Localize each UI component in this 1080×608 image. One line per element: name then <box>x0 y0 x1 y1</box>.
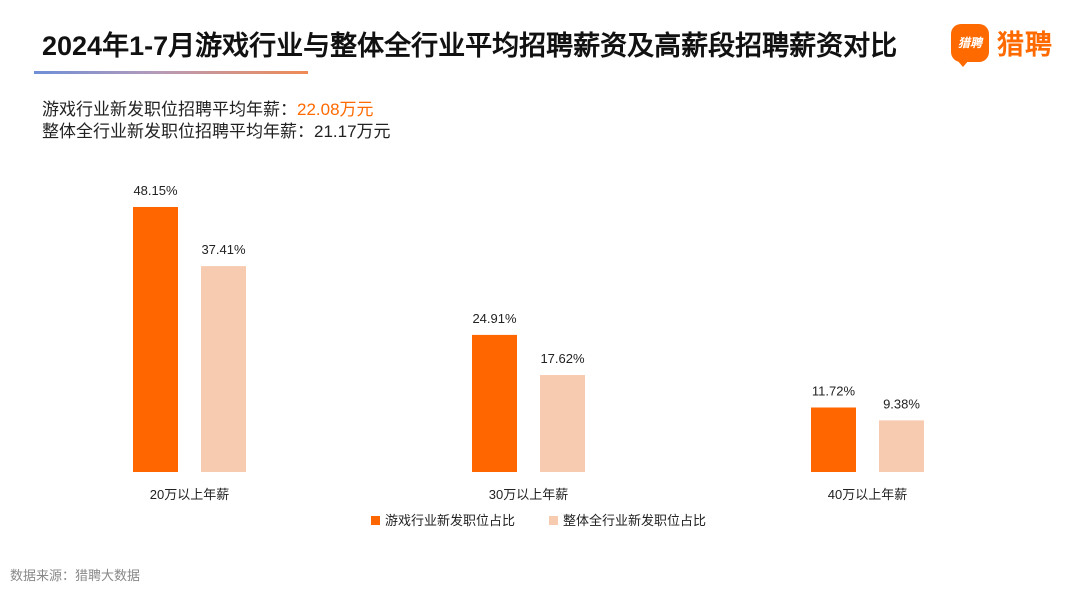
x-tick-label-2: 40万以上年薪 <box>828 487 907 502</box>
bar-s1-c1 <box>540 375 585 472</box>
data-label-s0-c1: 24.91% <box>472 311 517 326</box>
bar-s1-c0 <box>201 266 246 472</box>
summary-game-value: 22.08万元 <box>297 100 374 119</box>
data-label-s1-c2: 9.38% <box>883 396 920 411</box>
x-tick-label-0: 20万以上年薪 <box>150 487 229 502</box>
logo-text: 猎聘 <box>997 30 1053 60</box>
legend-label-0: 游戏行业新发职位占比 <box>385 513 515 528</box>
summary-game-label: 游戏行业新发职位招聘平均年薪： <box>42 100 297 119</box>
summary-all-label: 整体全行业新发职位招聘平均年薪： <box>42 122 314 141</box>
title-underline <box>34 71 308 74</box>
legend-label-1: 整体全行业新发职位占比 <box>563 513 706 528</box>
bar-s0-c0 <box>133 207 178 472</box>
bar-s1-c2 <box>879 420 924 472</box>
data-label-s1-c1: 17.62% <box>540 351 585 366</box>
legend-swatch-0 <box>371 516 380 525</box>
page-title: 2024年1-7月游戏行业与整体全行业平均招聘薪资及高薪段招聘薪资对比 <box>42 31 898 61</box>
data-label-s1-c0: 37.41% <box>201 242 246 257</box>
logo-badge-text: 猎聘 <box>957 36 982 50</box>
x-tick-label-1: 30万以上年薪 <box>489 487 568 502</box>
summary-line-all: 整体全行业新发职位招聘平均年薪：21.17万元 <box>42 121 391 143</box>
salary-summary: 游戏行业新发职位招聘平均年薪：22.08万元 整体全行业新发职位招聘平均年薪：2… <box>42 99 391 143</box>
bar-s0-c2 <box>811 407 856 472</box>
bar-s0-c1 <box>472 334 517 472</box>
brand-logo: 猎聘 猎聘 <box>951 23 1053 67</box>
data-source: 数据来源：猎聘大数据 <box>10 568 141 583</box>
data-label-s0-c0: 48.15% <box>133 183 178 198</box>
logo-badge-icon: 猎聘 <box>951 23 989 67</box>
summary-line-game: 游戏行业新发职位招聘平均年薪：22.08万元 <box>42 99 391 121</box>
legend-swatch-1 <box>549 516 558 525</box>
summary-all-value: 21.17万元 <box>314 122 391 141</box>
data-label-s0-c2: 11.72% <box>812 383 856 398</box>
